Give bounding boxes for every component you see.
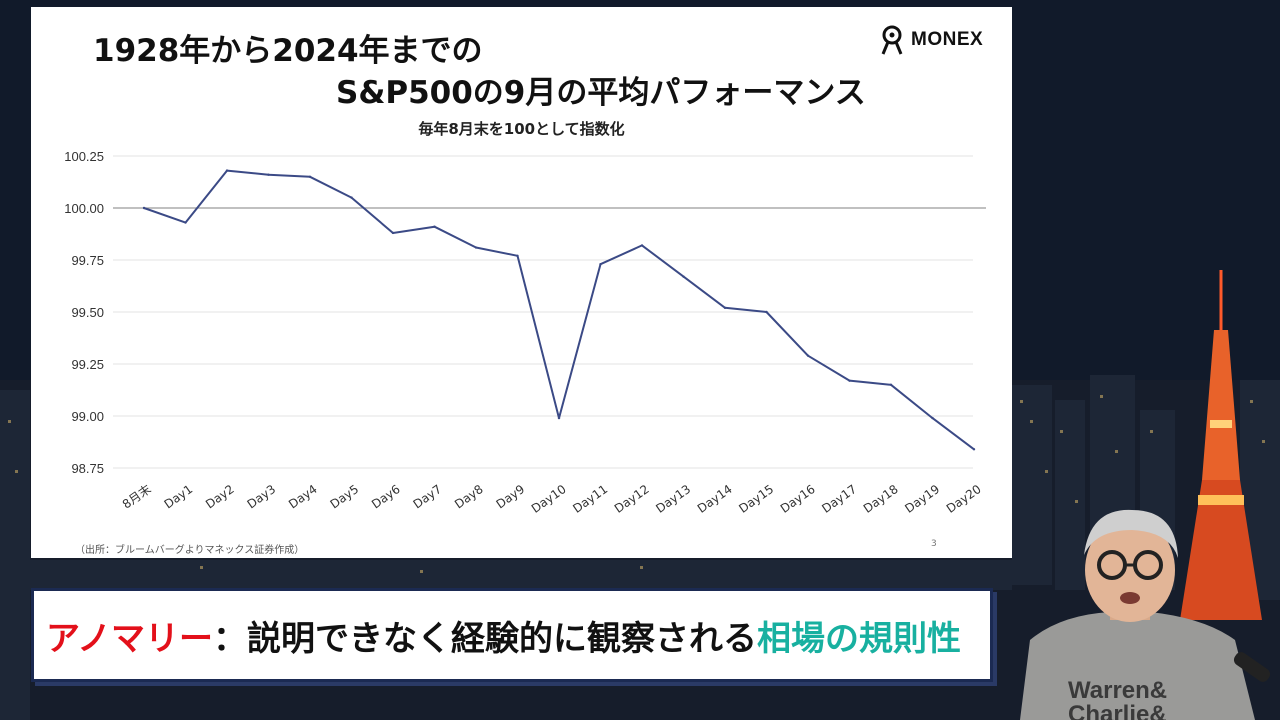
data-point <box>433 225 436 228</box>
page-number: 3 <box>931 539 937 549</box>
x-tick-label: Day16 <box>778 482 818 516</box>
x-tick-label: Day17 <box>819 482 859 516</box>
y-tick-label: 100.25 <box>64 149 104 164</box>
shirt-text-line2: Charlie& <box>1068 701 1167 720</box>
x-tick-label: Day7 <box>411 482 445 511</box>
data-point <box>225 169 229 172</box>
caption-highlight: 相場の規則性 <box>756 619 961 659</box>
x-tick-label: Day4 <box>286 482 320 511</box>
y-tick-label: 100.00 <box>64 201 104 216</box>
source-note: （出所：ブルームバーグよりマネックス証券作成） <box>75 545 305 556</box>
data-point <box>889 383 893 386</box>
data-point <box>682 275 685 278</box>
slide: 1928年から2024年までの S&P500の9月の平均パフォーマンス MONE… <box>31 7 1012 558</box>
monex-logo: MONEX <box>879 24 983 56</box>
series-line <box>143 169 975 451</box>
data-point <box>308 175 312 178</box>
data-point <box>765 310 768 314</box>
presenter: Warren& Charlie& <box>1020 509 1271 720</box>
data-point <box>267 173 270 176</box>
caption-definition: ：説明できなく経験的に観察される <box>212 619 757 659</box>
data-point <box>474 246 478 249</box>
data-point <box>640 244 644 247</box>
brand-name: MONEX <box>911 29 984 50</box>
data-point <box>599 262 602 266</box>
x-tick-label: Day10 <box>529 482 569 516</box>
caption-banner: アノマリー：説明できなく経験的に観察される相場の規則性 <box>31 588 993 682</box>
x-tick-label: Day18 <box>861 482 901 516</box>
x-tick-label: Day2 <box>203 482 237 511</box>
y-tick-label: 99.25 <box>71 357 104 372</box>
data-point <box>350 196 353 199</box>
x-tick-label: 8月末 <box>120 482 154 512</box>
y-tick-label: 99.00 <box>71 409 104 424</box>
data-point <box>848 379 851 382</box>
data-point <box>723 306 727 310</box>
slide-title-line2: S&P500の9月の平均パフォーマンス <box>336 75 866 111</box>
data-point <box>184 221 187 224</box>
line-chart: 100.25 100.00 99.75 99.50 99.25 99.00 98.75 8月末… <box>64 149 986 516</box>
data-point <box>557 416 561 420</box>
x-tick-label: Day19 <box>902 482 942 516</box>
y-tick-label: 99.75 <box>71 253 104 268</box>
x-tick-label: Day5 <box>328 482 362 511</box>
chart-subtitle: 毎年8月末を100として指数化 <box>418 120 625 138</box>
x-tick-label: Day15 <box>736 482 776 516</box>
data-point <box>516 254 519 258</box>
caption-text: アノマリー：説明できなく経験的に観察される相場の規則性 <box>46 611 961 660</box>
tokyo-tower-icon <box>1180 270 1262 620</box>
data-point <box>806 354 810 357</box>
x-tick-label: Day14 <box>695 482 735 516</box>
monex-logo-icon <box>881 25 903 55</box>
data-point <box>972 448 976 451</box>
x-tick-label: Day6 <box>369 482 403 511</box>
x-tick-label: Day20 <box>944 482 984 516</box>
data-point <box>142 206 146 210</box>
x-tick-label: Day1 <box>162 482 196 511</box>
y-tick-label: 99.50 <box>71 305 104 320</box>
data-point <box>391 231 395 235</box>
x-tick-label: Day8 <box>452 482 486 511</box>
x-tick-label: Day11 <box>570 482 610 516</box>
slide-title-line1: 1928年から2024年までの <box>93 33 483 69</box>
x-tick-label: Day3 <box>245 482 279 511</box>
shirt-text-line1: Warren& <box>1068 677 1167 704</box>
data-point <box>931 416 934 420</box>
y-tick-label: 98.75 <box>71 461 104 476</box>
x-tick-label: Day13 <box>653 482 693 516</box>
x-tick-label: Day9 <box>494 482 528 511</box>
caption-keyword: アノマリー <box>46 619 213 659</box>
x-tick-label: Day12 <box>612 482 652 516</box>
